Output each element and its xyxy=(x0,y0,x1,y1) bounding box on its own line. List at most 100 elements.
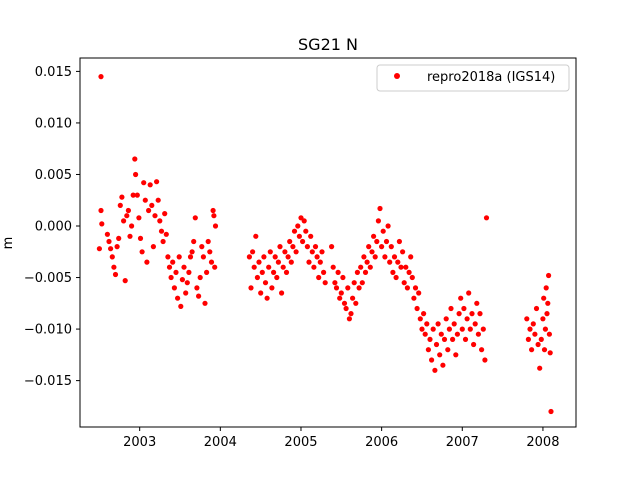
data-point xyxy=(178,303,184,309)
data-point xyxy=(343,305,349,312)
data-point xyxy=(308,233,314,239)
y-axis-label: m xyxy=(1,237,16,250)
data-point xyxy=(466,290,472,296)
data-point xyxy=(96,246,102,252)
x-tick-label: 2006 xyxy=(365,435,398,450)
data-point xyxy=(187,254,194,260)
data-point xyxy=(207,249,213,255)
data-point xyxy=(134,192,140,198)
data-point xyxy=(395,259,401,265)
data-point xyxy=(458,295,464,301)
data-point xyxy=(387,259,393,265)
data-point xyxy=(408,254,414,260)
data-point xyxy=(316,274,322,281)
x-tick-label: 2008 xyxy=(526,435,559,450)
data-point xyxy=(356,285,362,291)
data-point xyxy=(136,215,142,221)
data-point xyxy=(319,249,325,255)
data-point xyxy=(537,365,543,371)
data-point xyxy=(543,285,549,291)
data-point xyxy=(290,244,296,250)
data-point xyxy=(211,213,217,219)
y-tick-label: −0.005 xyxy=(24,271,72,286)
data-point xyxy=(374,238,380,245)
data-point xyxy=(480,326,486,332)
data-point xyxy=(291,228,298,234)
data-point xyxy=(165,254,171,260)
data-point xyxy=(258,290,264,296)
data-point xyxy=(317,259,323,265)
data-point xyxy=(104,231,110,237)
data-point xyxy=(472,321,478,327)
data-point xyxy=(469,311,475,317)
data-point xyxy=(471,341,477,348)
data-point xyxy=(364,259,370,265)
data-point xyxy=(429,357,435,363)
data-point xyxy=(127,233,133,239)
data-point xyxy=(375,218,381,224)
data-point xyxy=(160,238,166,245)
data-point xyxy=(453,352,459,358)
data-point xyxy=(391,254,398,260)
y-tick-label: 0.005 xyxy=(35,168,72,183)
data-point xyxy=(483,215,490,221)
data-point xyxy=(142,197,148,203)
data-point xyxy=(438,331,444,337)
data-point xyxy=(454,331,460,337)
y-tick-label: 0.010 xyxy=(35,116,72,131)
data-point xyxy=(146,207,152,214)
data-point xyxy=(401,280,407,286)
data-point xyxy=(267,249,273,255)
data-point xyxy=(333,285,340,291)
data-point xyxy=(445,347,451,353)
data-point xyxy=(210,207,216,214)
data-point xyxy=(200,254,206,260)
data-point xyxy=(117,202,123,208)
data-point xyxy=(416,290,422,296)
data-point xyxy=(544,311,550,317)
data-point xyxy=(446,326,452,332)
data-point xyxy=(409,274,415,281)
data-point xyxy=(298,215,304,221)
x-tick-label: 2007 xyxy=(446,435,479,450)
data-point xyxy=(414,305,420,312)
data-point xyxy=(359,280,365,286)
data-point xyxy=(157,218,163,224)
data-point xyxy=(372,254,378,260)
data-point xyxy=(542,326,549,332)
data-point xyxy=(129,223,135,229)
data-point xyxy=(427,336,433,342)
data-point xyxy=(275,259,281,265)
data-point xyxy=(262,280,269,286)
data-point xyxy=(474,300,480,306)
data-point xyxy=(133,171,139,178)
data-point xyxy=(533,305,540,312)
data-point xyxy=(329,244,335,250)
data-point xyxy=(340,274,346,281)
data-point xyxy=(202,300,208,306)
x-axis: 2003 2004 2005 2006 2007 2008 xyxy=(123,427,559,450)
data-point xyxy=(295,223,301,229)
data-point xyxy=(354,269,360,275)
plot-frame xyxy=(79,57,577,428)
data-point xyxy=(109,254,115,260)
data-point xyxy=(341,300,348,306)
data-point xyxy=(346,316,352,322)
data-point xyxy=(545,300,551,306)
data-point xyxy=(337,295,343,301)
data-point xyxy=(181,264,187,270)
data-point xyxy=(406,269,412,275)
data-point xyxy=(362,269,369,275)
data-point xyxy=(482,357,488,363)
data-point xyxy=(250,249,256,255)
data-point xyxy=(259,269,265,275)
data-point xyxy=(450,336,456,342)
data-point xyxy=(412,285,419,291)
data-point xyxy=(380,228,386,234)
data-point xyxy=(448,305,454,312)
data-point xyxy=(171,285,177,291)
data-point xyxy=(350,295,356,301)
data-point xyxy=(348,311,354,317)
